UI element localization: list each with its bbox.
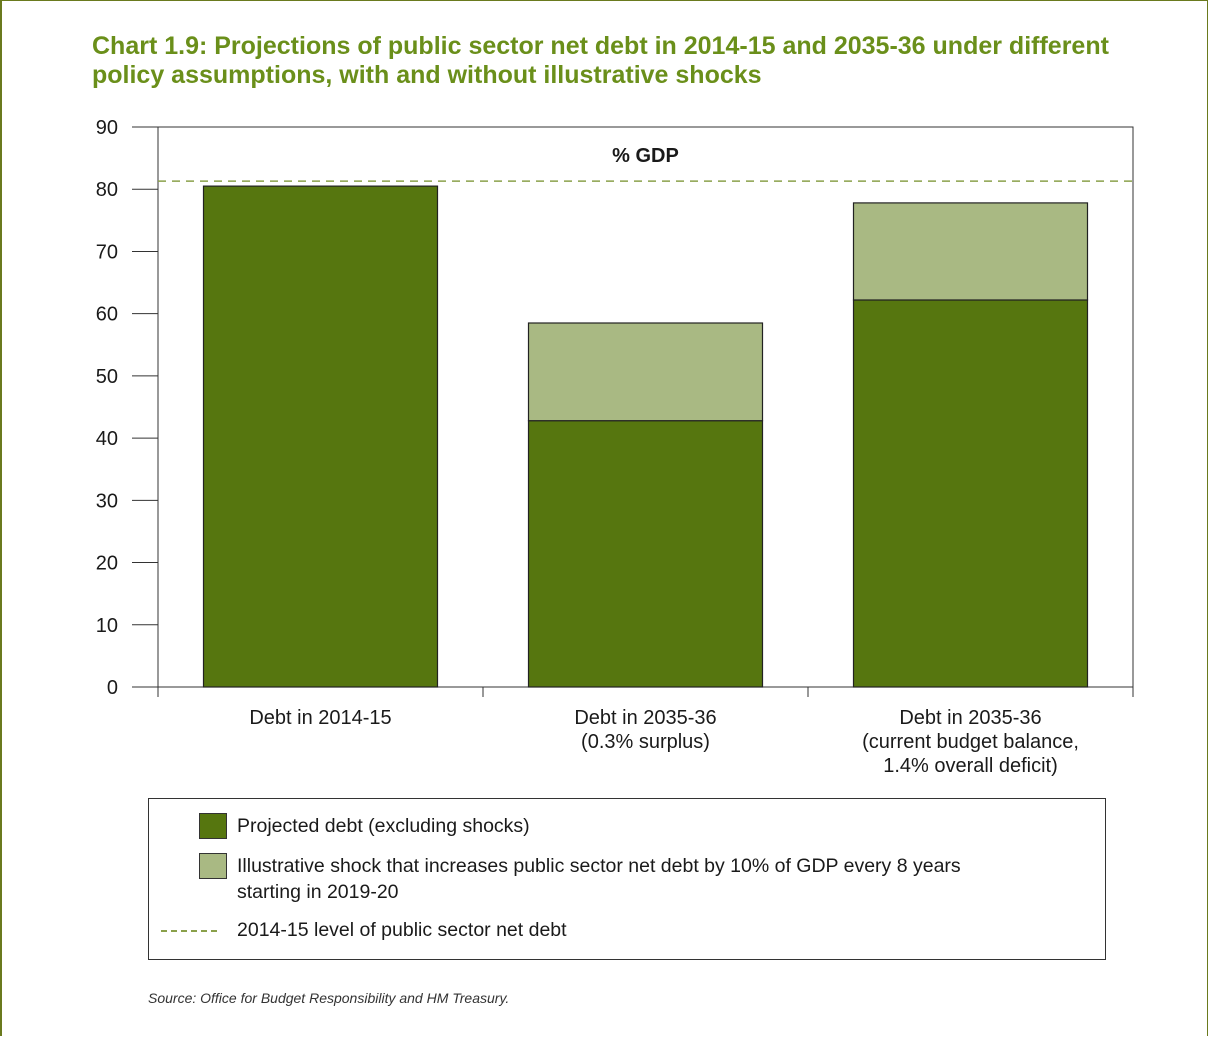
legend-swatch	[199, 813, 227, 839]
y-tick-label: 60	[96, 304, 118, 326]
legend-label: Projected debt (excluding shocks)	[237, 815, 530, 837]
y-tick-label: 10	[96, 615, 118, 637]
x-category-label: (current budget balance,	[862, 731, 1079, 753]
chart-plot: 0 10 20 30 40 50 60 70 80 90 % GDP Debt in 2014-15 D…	[96, 117, 1134, 777]
bar-illustrative-shock	[527, 322, 764, 422]
y-tick-label: 70	[96, 241, 118, 263]
y-tick-label: 90	[96, 117, 118, 139]
bar-projected-debt	[527, 420, 764, 688]
x-category-label: 1.4% overall deficit)	[883, 755, 1058, 777]
y-tick-label: 20	[96, 553, 118, 575]
bar-illustrative-shock	[852, 202, 1089, 301]
y-tick-label: 40	[96, 428, 118, 450]
x-category-label: Debt in 2035-36	[899, 707, 1041, 729]
y-tick-label: 0	[107, 677, 118, 699]
legend-dash-swatch	[161, 930, 217, 932]
source-note: Source: Office for Budget Responsibility…	[148, 990, 510, 1006]
x-category-label: (0.3% surplus)	[581, 731, 710, 753]
x-category-label: Debt in 2035-36	[574, 707, 716, 729]
bar-projected-debt	[852, 299, 1089, 688]
legend-label: 2014-15 level of public sector net debt	[237, 919, 567, 941]
legend-swatch	[199, 853, 227, 879]
x-category-label: Debt in 2014-15	[249, 707, 391, 729]
legend-label: starting in 2019-20	[237, 881, 399, 903]
bar-projected-debt	[202, 185, 439, 688]
y-tick-label: 30	[96, 490, 118, 512]
chart-legend: Projected debt (excluding shocks) Illustr…	[148, 798, 1106, 960]
y-tick-label: 80	[96, 179, 118, 201]
y-tick-label: 50	[96, 366, 118, 388]
legend-label: Illustrative shock that increases public…	[237, 855, 961, 877]
unit-label: % GDP	[612, 145, 679, 167]
chart-title: Chart 1.9: Projections of public sector …	[92, 32, 1109, 89]
